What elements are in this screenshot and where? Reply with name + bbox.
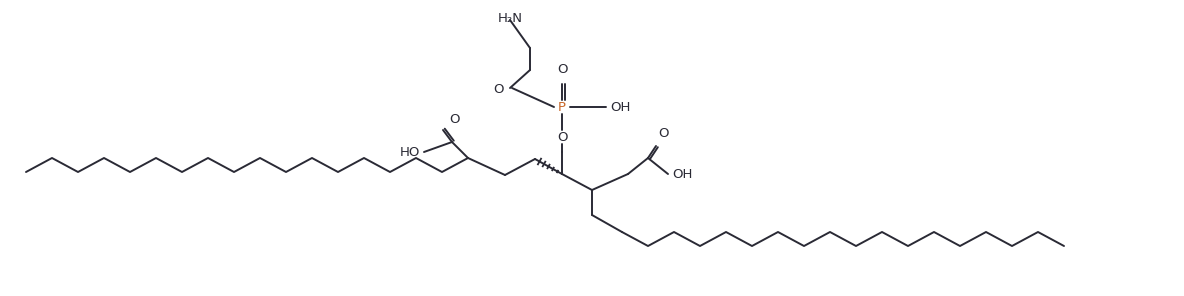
- Text: P: P: [558, 101, 566, 113]
- Text: O: O: [494, 83, 504, 96]
- Text: OH: OH: [610, 101, 630, 113]
- Text: O: O: [658, 127, 669, 140]
- Text: OH: OH: [673, 168, 693, 181]
- Text: O: O: [556, 63, 567, 76]
- Text: HO: HO: [400, 146, 420, 158]
- Text: O: O: [449, 113, 459, 126]
- Text: H₂N: H₂N: [497, 12, 522, 25]
- Text: O: O: [556, 131, 567, 144]
